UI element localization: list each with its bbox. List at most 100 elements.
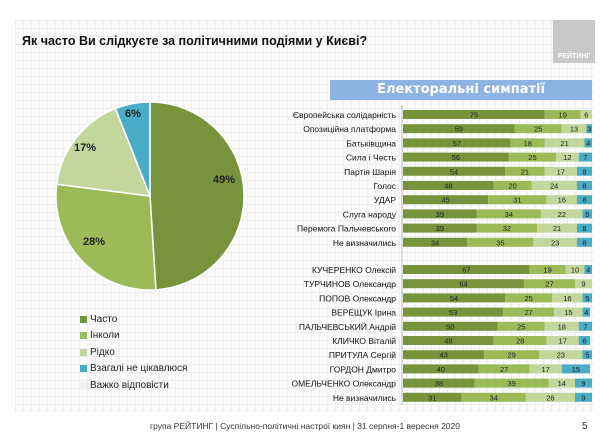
- bar-value-label: 28: [516, 337, 524, 346]
- bar-value-label: 67: [462, 266, 470, 275]
- bar-value-label: 56: [452, 153, 460, 162]
- bar-segment: [565, 265, 585, 274]
- bar-value-label: 34: [490, 393, 498, 402]
- bar-segment: [529, 265, 566, 274]
- bar-segment: [576, 166, 592, 176]
- bar-value-label: 34: [431, 238, 439, 247]
- bar-segment: [576, 181, 592, 190]
- bar-value-label: 7: [583, 153, 587, 162]
- pie-slice: [114, 101, 151, 197]
- bar-segment: [403, 392, 462, 402]
- bar-value-label: 6: [584, 111, 588, 120]
- legend-item: Важко відповісти: [80, 377, 187, 394]
- bar-segment: [584, 138, 592, 148]
- bar-category-label: ПАЛЬЧЕВСЬКИЙ Андрій: [299, 321, 396, 332]
- legend-swatch: [80, 332, 87, 340]
- bar-segment: [403, 166, 506, 176]
- bar-value-label: 12: [563, 153, 571, 162]
- bar-segment: [461, 392, 526, 402]
- bar-segment: [574, 279, 592, 289]
- page-title: Як часто Ви слідкуєте за політичними под…: [22, 34, 368, 48]
- bar-segment: [576, 195, 592, 205]
- bar-value-label: 26: [546, 393, 554, 402]
- bar-value-label: 24: [550, 182, 558, 191]
- bar-segment: [546, 336, 579, 345]
- bar-value-label: 64: [459, 280, 467, 289]
- legend-label: Інколи: [90, 330, 120, 342]
- bar-segment: [478, 364, 530, 374]
- bar-category-label: Не визначились: [333, 393, 397, 403]
- bar-segment: [554, 307, 583, 317]
- bar-segment: [582, 307, 591, 317]
- legend-item: Інколи: [80, 328, 187, 345]
- bar-segment: [493, 336, 547, 345]
- pie-data-label: 6%: [125, 108, 141, 120]
- pie-data-label: 17%: [74, 142, 96, 154]
- pie-legend: Часто Інколи Рідко Взагалі не цікавлюся Важк…: [80, 311, 187, 394]
- bar-value-label: 5: [585, 351, 589, 360]
- bar-segment: [403, 265, 530, 274]
- pie-data-label: 28%: [83, 236, 105, 248]
- bar-value-label: 25: [534, 125, 542, 134]
- page-number: 5: [582, 421, 588, 432]
- bar-segment: [476, 223, 538, 233]
- bar-category-label: Сила і Честь: [346, 153, 397, 163]
- bar-segment: [403, 181, 494, 190]
- bar-segment: [403, 195, 489, 205]
- bar-segment: [529, 364, 562, 374]
- bar-segment: [503, 307, 555, 317]
- bar-value-label: 54: [450, 294, 458, 303]
- bar-segment: [523, 279, 575, 289]
- bar-segment: [403, 307, 504, 317]
- bar-segment: [578, 321, 592, 331]
- pie-slice: [55, 183, 157, 291]
- bar-value-label: 16: [563, 294, 571, 303]
- bar-value-label: 21: [521, 167, 529, 176]
- bar-value-label: 22: [558, 210, 566, 219]
- pie-slice: [55, 107, 152, 197]
- bar-segment: [403, 237, 468, 247]
- bar-segment: [403, 152, 509, 162]
- bar-segment: [403, 279, 524, 289]
- bar-segment: [544, 321, 579, 331]
- bar-segment: [467, 237, 534, 247]
- bar-value-label: 10: [571, 266, 579, 275]
- bar-category-label: Партія Шарія: [344, 167, 396, 177]
- bar-value-label: 40: [437, 365, 445, 374]
- bar-segment: [578, 336, 591, 345]
- bar-value-label: 5: [585, 294, 589, 303]
- bar-value-label: 20: [508, 182, 516, 191]
- bar-segment: [493, 181, 532, 190]
- bar-segment: [474, 378, 549, 388]
- bar-value-label: 25: [525, 294, 533, 303]
- bar-segment: [488, 195, 547, 205]
- bar-segment: [403, 138, 511, 148]
- bar-value-label: 34: [505, 210, 513, 219]
- bar-segment: [403, 293, 506, 303]
- bar-value-label: 43: [439, 351, 447, 360]
- bar-category-label: Батьківщина: [346, 138, 396, 148]
- bar-segment: [548, 378, 575, 388]
- bar-value-label: 48: [444, 182, 452, 191]
- pie-data-label: 49%: [213, 174, 235, 186]
- legend-swatch: [80, 348, 87, 356]
- bar-segment: [556, 152, 579, 162]
- bar-value-label: 25: [528, 153, 536, 162]
- bar-value-label: 23: [551, 238, 559, 247]
- bar-category-label: КУЧЕРЕНКО Олексій: [312, 265, 396, 275]
- bar-value-label: 8: [582, 196, 586, 205]
- bar-category-label: ГОРДОН Дмитро: [330, 364, 397, 374]
- bar-value-label: 5: [585, 210, 589, 219]
- bar-segment: [561, 364, 591, 374]
- bar-value-label: 31: [428, 393, 436, 402]
- bar-category-label: ВЕРЕЩУК Ірина: [331, 308, 396, 318]
- bar-segment: [403, 124, 515, 134]
- bar-category-label: КЛИЧКО Віталій: [332, 336, 396, 346]
- legend-item: Рідко: [80, 344, 187, 361]
- bar-value-label: 7: [583, 322, 587, 331]
- bar-segment: [403, 364, 479, 374]
- bar-segment: [586, 124, 592, 134]
- bar-value-label: 17: [557, 167, 565, 176]
- legend-label: Взагалі не цікавлюся: [90, 363, 188, 375]
